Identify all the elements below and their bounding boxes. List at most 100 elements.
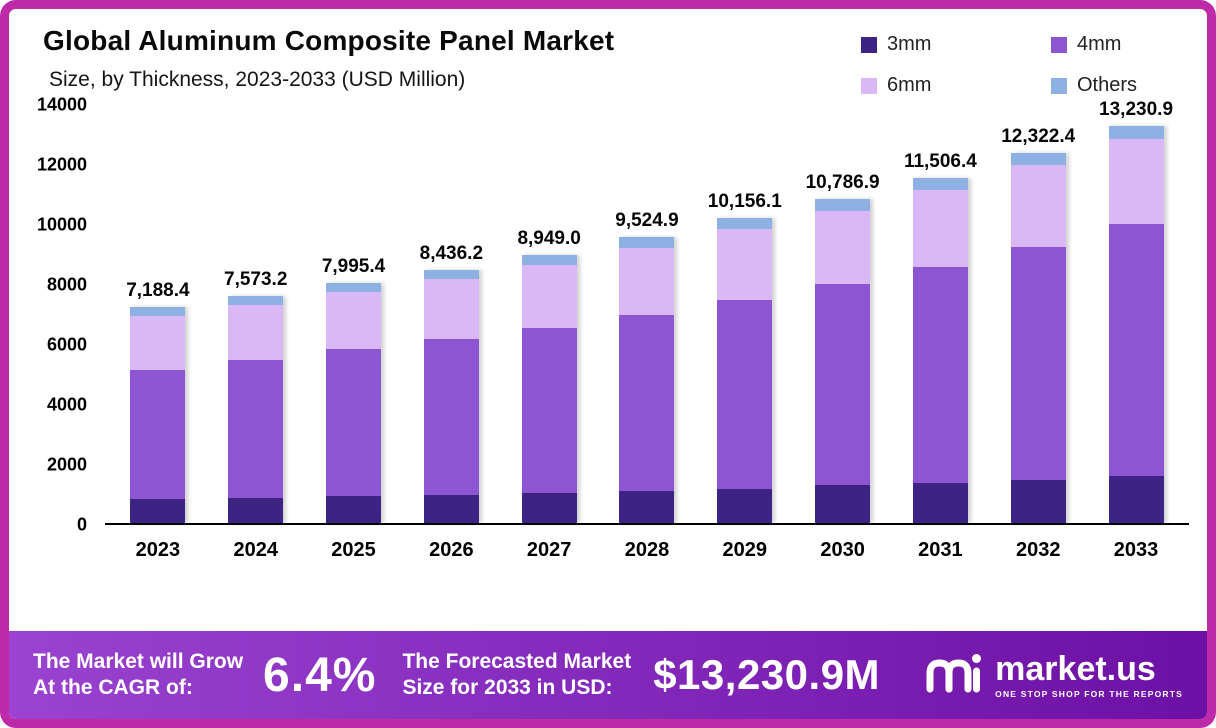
market-us-logo-icon — [925, 650, 983, 701]
bar-segment-3mm — [1010, 479, 1066, 523]
bar-column-2033: 13,230.9 — [1087, 99, 1185, 523]
cagr-value: 6.4% — [263, 648, 377, 702]
bar-column-2027: 8,949.0 — [500, 228, 598, 523]
bar-segment-6mm — [1108, 138, 1164, 225]
page-subtitle: Size, by Thickness, 2023-2033 (USD Milli… — [49, 68, 466, 91]
bar-segment-3mm — [423, 494, 479, 523]
bar-segment-3mm — [521, 492, 577, 523]
bar-column-2032: 12,322.4 — [989, 126, 1087, 523]
bar-segment-6mm — [326, 292, 382, 350]
bar-stack — [423, 269, 479, 523]
bar-segment-6mm — [521, 264, 577, 328]
bar-segment-others — [912, 177, 968, 190]
x-axis: 2023 2024 2025 2026 2027 2028 2029 2030 2031 2032… — [105, 525, 1189, 562]
bar-stack — [130, 307, 186, 523]
footer-banner: The Market will Grow At the CAGR of: 6.4… — [9, 631, 1207, 719]
bar-total-label: 11,506.4 — [903, 150, 977, 172]
cagr-label-line1: The Market will Grow — [33, 649, 244, 673]
bar-column-2023: 7,188.4 — [109, 280, 207, 523]
bar-segment-others — [815, 199, 871, 211]
bar-segment-4mm — [521, 327, 577, 493]
legend-label: Others — [1077, 74, 1138, 96]
bar-total-label: 8,949.0 — [517, 227, 581, 249]
bar-total-label: 10,156.1 — [707, 191, 782, 213]
titles: Global Aluminum Composite Panel Market S… — [43, 25, 614, 92]
bar-segment-3mm — [717, 488, 773, 523]
bar-column-2024: 7,573.2 — [207, 269, 305, 523]
bar-segment-3mm — [130, 499, 186, 523]
bar-segment-4mm — [423, 338, 479, 495]
bar-column-2029: 10,156.1 — [696, 191, 794, 523]
bar-segment-3mm — [912, 482, 968, 523]
bar-segment-3mm — [815, 485, 871, 523]
bar-segment-3mm — [326, 496, 382, 523]
y-axis: 0 2000 4000 6000 8000 10000 12000 14000 — [9, 95, 99, 535]
bar-total-label: 13,230.9 — [1099, 99, 1174, 121]
bar-segment-3mm — [1108, 476, 1164, 523]
y-tick-label: 4000 — [46, 394, 87, 415]
bar-column-2025: 7,995.4 — [305, 256, 403, 523]
bar-segment-others — [326, 283, 382, 293]
bar-segment-others — [1108, 126, 1164, 139]
bar-segment-4mm — [1010, 247, 1066, 480]
bar-column-2026: 8,436.2 — [402, 243, 500, 523]
bar-total-label: 10,786.9 — [805, 172, 880, 194]
x-tick-label: 2031 — [918, 539, 963, 561]
x-tick-label: 2025 — [331, 539, 376, 561]
bar-segment-others — [717, 218, 773, 230]
y-tick-label: 12000 — [36, 154, 87, 175]
x-tick-label: 2030 — [820, 539, 865, 561]
x-tick-label: 2023 — [135, 539, 181, 561]
bar-segment-others — [521, 254, 577, 265]
bar-total-label: 7,188.4 — [126, 280, 190, 302]
bar-stack — [717, 218, 773, 523]
bar-segment-6mm — [130, 316, 186, 370]
bar-total-label: 7,995.4 — [321, 256, 386, 278]
y-tick-label: 14000 — [36, 94, 87, 115]
brand-text: market.us ONE STOP SHOP FOR THE REPORTS — [995, 652, 1183, 699]
bar-segment-4mm — [619, 315, 675, 491]
bar-segment-4mm — [130, 369, 186, 500]
y-tick-label: 8000 — [46, 274, 87, 295]
plot-area: 7,188.4 7,573.2 7,995.4 8,436.2 8,949.0 9,524… — [105, 99, 1189, 525]
bar-total-label: 12,322.4 — [1001, 126, 1076, 148]
bar-segment-6mm — [423, 279, 479, 339]
chart-header: Global Aluminum Composite Panel Market S… — [9, 9, 1207, 97]
legend-label: 3mm — [887, 33, 932, 55]
bar-total-label: 9,524.9 — [615, 210, 679, 232]
legend-item-4mm: 4mm — [1051, 33, 1181, 56]
y-tick-label: 2000 — [46, 454, 87, 475]
bar-segment-3mm — [619, 490, 675, 523]
x-tick-label: 2029 — [722, 539, 768, 561]
stacked-bar-chart: 0 2000 4000 6000 8000 10000 12000 14000 7,188.4… — [9, 95, 1207, 631]
bar-segment-4mm — [912, 267, 968, 483]
bar-segment-3mm — [228, 497, 284, 523]
bar-segment-6mm — [815, 210, 871, 285]
x-tick-label: 2027 — [526, 539, 572, 561]
legend-swatch-6mm — [861, 77, 877, 94]
forecast-value: $13,230.9M — [653, 651, 881, 698]
bar-stack — [619, 237, 675, 523]
legend-label: 4mm — [1077, 33, 1122, 55]
brand: market.us ONE STOP SHOP FOR THE REPORTS — [925, 650, 1183, 701]
bar-column-2031: 11,506.4 — [892, 151, 990, 523]
bar-column-2028: 9,524.9 — [598, 210, 696, 523]
bar-segment-4mm — [815, 284, 871, 486]
bar-stack — [815, 199, 871, 523]
bar-stack — [228, 295, 284, 523]
chart-legend: 3mm 4mm 6mm Others — [861, 33, 1181, 97]
page-title: Global Aluminum Composite Panel Market — [43, 25, 615, 56]
y-tick-label: 6000 — [46, 334, 87, 355]
bar-stack — [1010, 153, 1066, 523]
bar-segment-others — [423, 269, 479, 280]
y-tick-label: 0 — [76, 514, 87, 535]
bar-segment-6mm — [717, 229, 773, 301]
x-tick-label: 2026 — [429, 539, 474, 561]
x-tick-label: 2028 — [624, 539, 670, 561]
bar-segment-6mm — [619, 247, 675, 316]
cagr-label: The Market will Grow At the CAGR of: — [33, 649, 243, 702]
bar-segment-4mm — [717, 300, 773, 489]
bar-segment-others — [228, 295, 284, 305]
bar-stack — [326, 283, 382, 523]
bar-segment-4mm — [1108, 224, 1164, 477]
